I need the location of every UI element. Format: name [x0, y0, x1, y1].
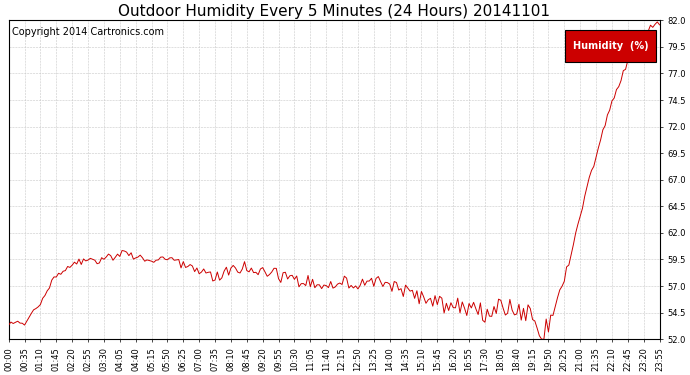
Title: Outdoor Humidity Every 5 Minutes (24 Hours) 20141101: Outdoor Humidity Every 5 Minutes (24 Hou…	[118, 4, 550, 19]
FancyBboxPatch shape	[565, 30, 656, 62]
Text: Copyright 2014 Cartronics.com: Copyright 2014 Cartronics.com	[12, 27, 164, 37]
Legend: 	[642, 321, 653, 332]
Text: Humidity  (%): Humidity (%)	[573, 41, 649, 51]
